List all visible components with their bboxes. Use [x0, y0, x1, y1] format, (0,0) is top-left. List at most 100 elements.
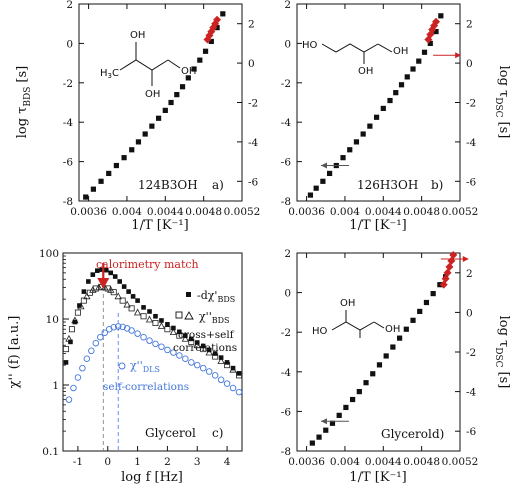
chi-dls-point: [134, 330, 141, 337]
bds-point: [121, 155, 127, 161]
svg-text:HO: HO: [312, 326, 328, 337]
dchi-point: [141, 305, 146, 310]
dchi-point: [147, 309, 152, 314]
y-tick-label: -4: [63, 117, 74, 129]
dchi-point: [72, 319, 78, 325]
svg-text:H3C: H3C: [100, 68, 119, 80]
legend-self-correlations: self-correlations: [103, 381, 189, 393]
bds-point: [336, 412, 342, 418]
right-y-tick-label: 2: [466, 268, 473, 280]
panel-c-dls-points: [65, 323, 243, 403]
bds-point: [98, 178, 104, 184]
panel-d-sample-name: Glycerol: [381, 427, 432, 441]
y-tick-label: 0: [66, 38, 73, 50]
bds-point: [327, 170, 333, 177]
bds-point: [202, 48, 209, 54]
molecule-126h3oh-drawing: [321, 43, 393, 64]
chi-dls-point: [182, 355, 189, 362]
bds-point: [343, 404, 349, 411]
svg-text:OH: OH: [130, 30, 145, 41]
svg-text:OH: OH: [358, 66, 373, 77]
svg-text:log τBDS[s]: log τBDS[s]: [15, 66, 33, 138]
legend-chi-dls-marker: [118, 362, 126, 370]
chi-bds-point: [62, 346, 69, 353]
svg-text:log τDSC[s]: log τDSC[s]: [493, 66, 511, 139]
panel-c-sample-name: Glycerol: [145, 426, 196, 440]
dsc-point: [449, 250, 458, 259]
bds-point: [135, 139, 142, 145]
legend-cross-self-line1: cross+self: [178, 329, 235, 341]
bds-point: [185, 75, 191, 81]
dchi-point: [212, 351, 218, 356]
y-tick-label: 2: [284, 0, 291, 11]
right-y-tick-label: -6: [466, 176, 477, 188]
legend-dchi-marker: [186, 292, 191, 297]
bds-point: [309, 440, 315, 446]
dchi-point: [200, 343, 206, 349]
right-y-tick-label: -2: [466, 98, 476, 110]
panel-a-left-ylabel: log τBDS[s]: [15, 66, 33, 138]
bds-point: [307, 192, 314, 198]
x-tick-label: 2: [164, 456, 171, 468]
svg-text:OH: OH: [385, 324, 400, 335]
x-tick-label: 0.0048: [403, 456, 440, 468]
dchi-point: [177, 329, 182, 335]
molecule-glycerol-drawing: [331, 310, 385, 338]
y-tick-label: -6: [281, 406, 292, 418]
panel-c: -1 0 1 2 3 4 0.1 1 10 100 calorimetry match -dχ'B…: [7, 248, 243, 485]
right-y-tick-label: 0: [466, 58, 473, 70]
bds-point: [421, 49, 428, 55]
bds-point: [410, 317, 416, 323]
bds-point: [356, 389, 362, 395]
dchi-point: [108, 270, 114, 276]
bds-point: [316, 434, 322, 440]
panel-b-xlabel: 1/T [K⁻¹]: [349, 218, 406, 233]
svg-text:HO: HO: [302, 40, 318, 51]
chi-bds-point: [133, 308, 142, 316]
chi-dls-point: [110, 323, 117, 331]
right-axis-arrowhead: [455, 52, 462, 59]
bds-point: [390, 344, 396, 350]
chi-bds-point: [164, 326, 171, 333]
dchi-point: [171, 325, 176, 331]
dchi-point: [112, 274, 118, 279]
chi-dls-point: [164, 346, 171, 354]
panel-a-xlabel: 1/T [K⁻¹]: [131, 218, 188, 233]
dsc-point: [441, 274, 450, 283]
dchi-point: [159, 318, 164, 323]
x-tick-label: 0.004: [330, 206, 360, 218]
panel-a-bds-points: [83, 11, 226, 200]
dchi-point: [206, 347, 212, 353]
dchi-point: [126, 289, 131, 294]
y-tick-label: -2: [281, 78, 291, 90]
chi-bds-point: [217, 357, 225, 364]
bds-point: [208, 38, 214, 45]
panel-d-right-ylabel: log τDSC[s]: [493, 316, 511, 389]
panel-d-label: d): [432, 427, 444, 441]
panel-d-dsc-points: [439, 250, 458, 289]
y-tick-label: -8: [281, 196, 291, 208]
bds-point: [168, 99, 174, 106]
y-tick-label: 100: [39, 248, 59, 260]
bds-point: [155, 115, 162, 121]
bds-point: [347, 147, 353, 153]
panel-b-right-ylabel: log τDSC[s]: [493, 66, 511, 139]
chi-dls-point: [88, 347, 95, 355]
y-tick-label: 2: [284, 248, 291, 260]
bds-point: [416, 58, 422, 64]
svg-text:OH: OH: [181, 66, 196, 77]
bds-point: [191, 66, 197, 72]
x-tick-label: 0.0036: [288, 206, 325, 218]
chi-bds-point: [123, 300, 131, 308]
panel-a: 0.0036 0.004 0.0044 0.0048 0.0052 -8 -6 -4 -2 0 2 -…: [15, 0, 260, 233]
panel-c-legend: -dχ'BDS χ''BDS cross+self correlations χ…: [103, 289, 237, 393]
panel-a-ticks: 0.0036 0.004 0.0044 0.0048 0.0052 -8 -6 -4 -2 0 2 -…: [63, 0, 261, 218]
chi-dls-point: [152, 340, 159, 348]
bds-point: [363, 380, 369, 386]
panel-a-sample-name: 124B3OH: [138, 178, 198, 192]
y-tick-label: -4: [281, 117, 292, 129]
y-tick-label: -8: [63, 196, 73, 208]
bds-point: [323, 427, 329, 433]
bds-point: [380, 105, 386, 112]
panel-c-annotation: calorimetry match: [96, 258, 199, 271]
